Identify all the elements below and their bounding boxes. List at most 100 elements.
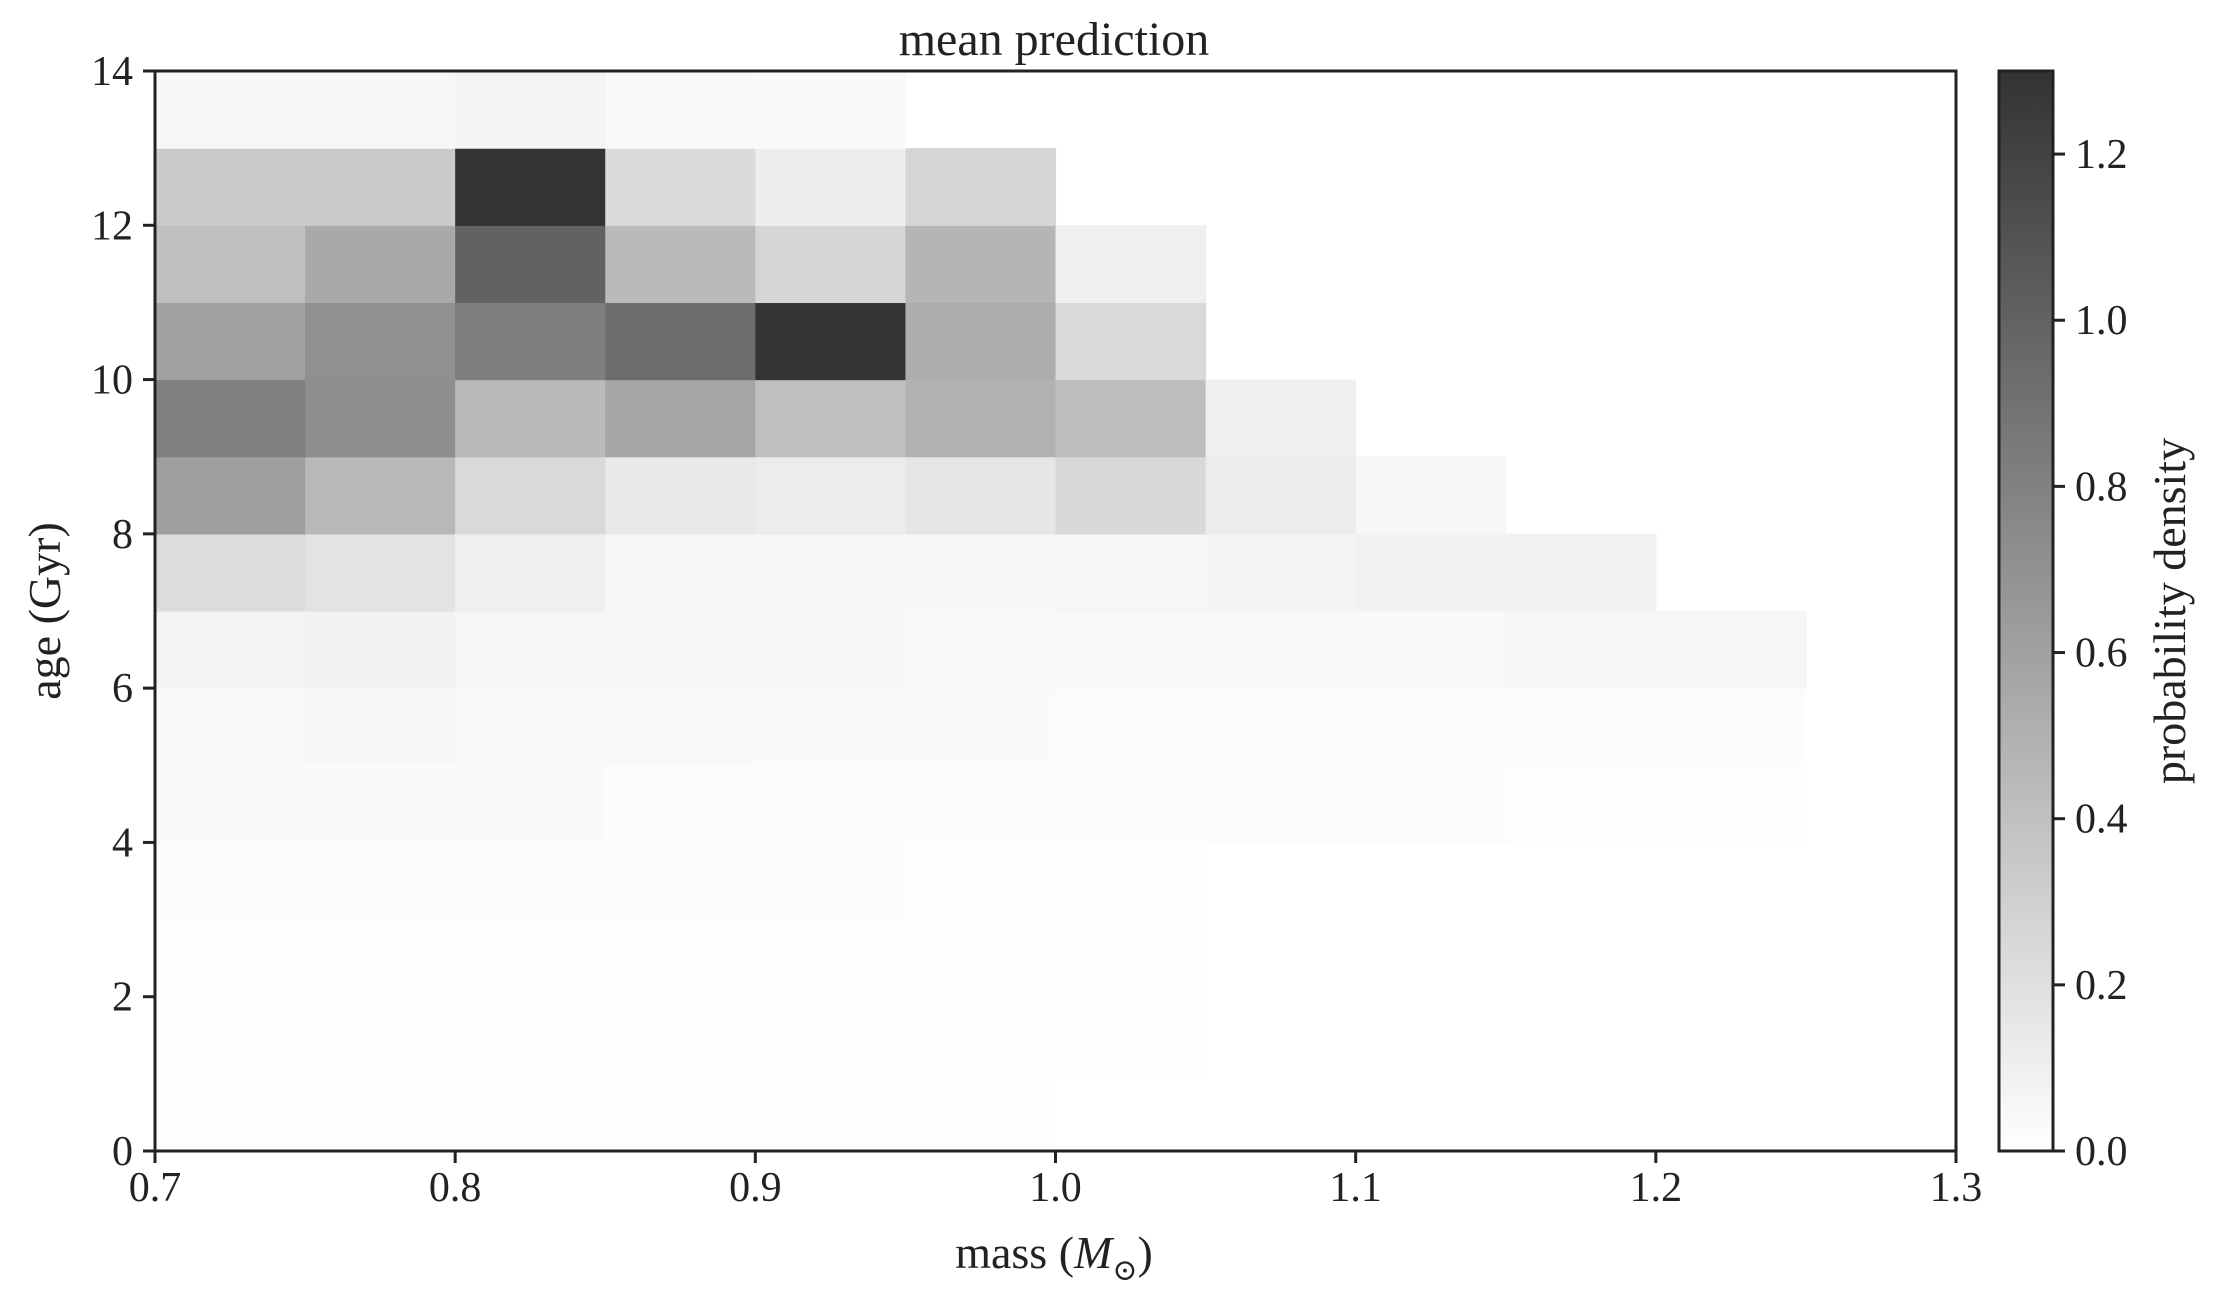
heatmap-cell	[755, 919, 907, 998]
heatmap-cell	[905, 302, 1057, 381]
y-tick-label: 14	[91, 49, 133, 95]
heatmap-cell	[1055, 611, 1207, 689]
x-tick-label: 1.0	[1029, 1165, 1082, 1211]
colorbar-tick-label: 0.0	[2075, 1129, 2128, 1175]
y-tick-label: 0	[112, 1129, 133, 1175]
heatmap-cell	[455, 611, 606, 689]
heatmap-cell	[1205, 379, 1357, 458]
heatmap-cell	[455, 1073, 606, 1152]
heatmap-cell	[305, 302, 456, 381]
x-axis-label-suffix: )	[1137, 1227, 1152, 1278]
heatmap-cell	[605, 919, 756, 998]
heatmap-cell	[1655, 765, 1807, 844]
heatmap-cell	[755, 842, 907, 921]
heatmap-cell	[1205, 765, 1357, 844]
heatmap-cell	[155, 1073, 306, 1152]
heatmap-cell	[305, 379, 456, 458]
heatmap-cell	[1655, 611, 1807, 689]
y-tick-label: 12	[91, 203, 133, 249]
y-axis-label: age (Gyr)	[19, 522, 70, 700]
heatmap-cell	[1055, 302, 1207, 381]
heatmap-cell	[755, 225, 907, 304]
heatmap-cell	[305, 688, 456, 766]
heatmap-cell	[1505, 765, 1657, 844]
heatmap-cell	[605, 1073, 756, 1152]
heatmap-cells	[155, 71, 1807, 1152]
x-axis-label-prefix: mass (	[955, 1227, 1074, 1278]
colorbar-tick-label: 0.4	[2075, 797, 2128, 843]
colorbar-tick-label: 1.0	[2075, 298, 2128, 344]
y-tick-label: 4	[112, 820, 133, 866]
heatmap-cell	[305, 996, 456, 1075]
heatmap-cell	[455, 379, 606, 458]
heatmap-cell	[905, 842, 1057, 921]
heatmap-cell	[155, 225, 306, 304]
heatmap-cell	[605, 533, 756, 612]
heatmap-cell	[905, 996, 1057, 1075]
heatmap-cell	[455, 225, 606, 304]
heatmap-cell	[755, 148, 907, 226]
heatmap-cell	[605, 765, 756, 844]
heatmap-cell	[605, 148, 756, 226]
heatmap-cell	[155, 533, 306, 612]
heatmap-cell	[305, 919, 456, 998]
heatmap-cell	[155, 919, 306, 998]
heatmap-cell	[905, 225, 1057, 304]
colorbar-axis: 0.0 0.2 0.4 0.6 0.8 1.0 1.2	[2053, 132, 2128, 1175]
heatmap-cell	[1355, 611, 1507, 689]
heatmap-cell	[605, 225, 756, 304]
heatmap-cell	[1355, 456, 1507, 535]
heatmap-cell	[755, 688, 907, 766]
heatmap-cell	[605, 611, 756, 689]
heatmap-cell	[455, 688, 606, 766]
heatmap-cell	[755, 302, 907, 381]
x-tick-label: 0.7	[129, 1165, 182, 1211]
heatmap-cell	[605, 302, 756, 381]
heatmap-cell	[305, 842, 456, 921]
heatmap-cell	[905, 919, 1057, 998]
y-axis: 0 2 4 6 8 10 12 14	[91, 49, 155, 1175]
heatmap-cell	[1055, 996, 1207, 1075]
heatmap-cell	[905, 533, 1057, 612]
heatmap-cell	[605, 842, 756, 921]
x-axis-label: mass (M⊙)	[955, 1227, 1153, 1287]
heatmap-cell	[605, 996, 756, 1075]
heatmap-cell	[305, 456, 456, 535]
heatmap-cell	[1205, 456, 1357, 535]
heatmap-cell	[455, 71, 606, 149]
heatmap-cell	[1055, 225, 1207, 304]
y-tick-label: 6	[112, 666, 133, 712]
x-tick-label: 0.9	[729, 1165, 782, 1211]
heatmap-cell	[1355, 688, 1507, 766]
heatmap-cell	[155, 148, 306, 226]
y-tick-label: 10	[91, 358, 133, 404]
heatmap-cell	[1505, 533, 1657, 612]
heatmap-cell	[305, 225, 456, 304]
heatmap-cell	[1505, 688, 1657, 766]
y-tick-label: 2	[112, 975, 133, 1021]
heatmap-cell	[1055, 842, 1207, 921]
heatmap-cell	[455, 456, 606, 535]
heatmap-cell	[455, 148, 606, 226]
heatmap-cell	[155, 996, 306, 1075]
colorbar-label: probability density	[2144, 438, 2195, 784]
heatmap-cell	[1355, 533, 1507, 612]
x-tick-label: 1.2	[1630, 1165, 1683, 1211]
heatmap-cell	[755, 611, 907, 689]
x-axis: 0.7 0.8 0.9 1.0 1.1 1.2 1.3	[129, 1151, 1982, 1211]
heatmap-cell	[1055, 533, 1207, 612]
x-axis-label-subscript: ⊙	[1112, 1254, 1137, 1287]
heatmap-cell	[455, 996, 606, 1075]
heatmap-cell	[455, 765, 606, 844]
heatmap-cell	[305, 765, 456, 844]
heatmap-cell	[1055, 379, 1207, 458]
colorbar-tick-label: 0.2	[2075, 963, 2128, 1009]
colorbar-tick-label: 0.6	[2075, 631, 2128, 677]
x-tick-label: 1.1	[1329, 1165, 1382, 1211]
heatmap-cell	[1205, 533, 1357, 612]
heatmap-cell	[905, 456, 1057, 535]
heatmap-cell	[905, 688, 1057, 766]
heatmap-cell	[455, 533, 606, 612]
heatmap-cell	[1205, 688, 1357, 766]
